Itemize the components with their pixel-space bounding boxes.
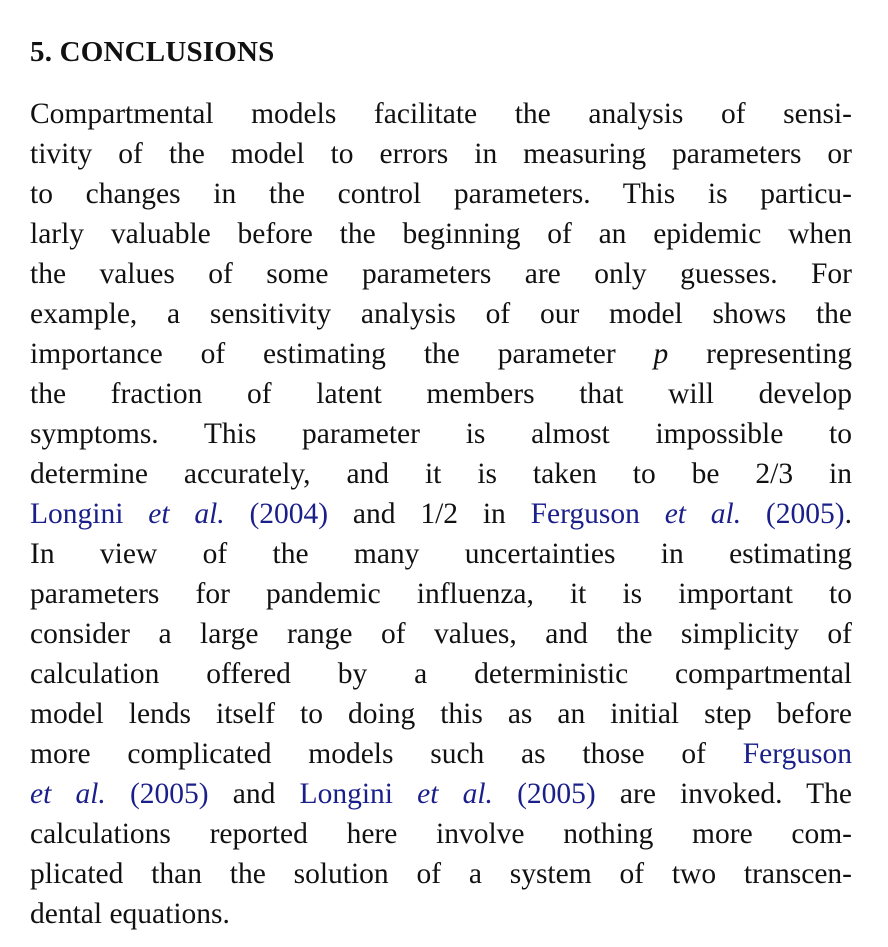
citation-link[interactable]: Longini <box>30 498 149 530</box>
text-run: calculation offered by a deterministic c… <box>30 658 852 690</box>
text-run: dental equations. <box>30 898 230 930</box>
text-run: plicated than the solution of a system o… <box>30 858 852 890</box>
paragraph-line: symptoms. This parameter is almost impos… <box>30 414 852 454</box>
text-run: calculations reported here involve nothi… <box>30 818 852 850</box>
text-run: the values of some parameters are only g… <box>30 258 852 290</box>
text-run: p <box>653 338 669 370</box>
paragraph-line: model lends itself to doing this as an i… <box>30 694 852 734</box>
text-run: larly valuable before the beginning of a… <box>30 218 852 250</box>
paragraph-line: the values of some parameters are only g… <box>30 254 852 294</box>
section-heading: 5. CONCLUSIONS <box>30 36 275 68</box>
paragraph-line: dental equations. <box>30 894 852 934</box>
text-run: . <box>844 498 852 530</box>
paragraph-line: consider a large range of values, and th… <box>30 614 852 654</box>
citation-link[interactable]: et al. <box>148 498 225 530</box>
paragraph-line: Longini et al. (2004) and 1/2 in Ferguso… <box>30 494 852 534</box>
text-run: and 1/2 in <box>328 498 531 530</box>
citation-link[interactable]: Ferguson <box>530 498 665 530</box>
paragraph-line: example, a sensitivity analysis of our m… <box>30 294 852 334</box>
text-run: determine accurately, and it is taken to… <box>30 458 852 490</box>
text-run: parameters for pandemic influenza, it is… <box>30 578 852 610</box>
citation-link[interactable]: (2005) <box>105 778 209 810</box>
text-run: the fraction of latent members that will… <box>30 378 852 410</box>
paragraph-line: the fraction of latent members that will… <box>30 374 852 414</box>
text-run: In view of the many uncertainties in est… <box>30 538 852 570</box>
citation-link[interactable]: et al. <box>664 498 742 530</box>
paragraph-line: et al. (2005) and Longini et al. (2005) … <box>30 774 852 814</box>
paragraph-line: larly valuable before the beginning of a… <box>30 214 852 254</box>
conclusions-paragraph: Compartmental models facilitate the anal… <box>30 94 852 934</box>
citation-link[interactable]: (2005) <box>741 498 845 530</box>
text-run: consider a large range of values, and th… <box>30 618 852 650</box>
paragraph-line: parameters for pandemic influenza, it is… <box>30 574 852 614</box>
text-run: importance of estimating the parameter <box>30 338 654 370</box>
text-run: to changes in the control parameters. Th… <box>30 178 852 210</box>
citation-link[interactable]: Longini <box>299 778 418 810</box>
citation-link[interactable]: (2004) <box>224 498 329 530</box>
paragraph-line: plicated than the solution of a system o… <box>30 854 852 894</box>
text-run: model lends itself to doing this as an i… <box>30 698 852 730</box>
paragraph-line: tivity of the model to errors in measuri… <box>30 134 852 174</box>
text-run: symptoms. This parameter is almost impos… <box>30 418 852 450</box>
paragraph-line: Compartmental models facilitate the anal… <box>30 94 852 134</box>
citation-link[interactable]: (2005) <box>492 778 596 810</box>
paragraph-line: In view of the many uncertainties in est… <box>30 534 852 574</box>
paragraph-line: calculations reported here involve nothi… <box>30 814 852 854</box>
paragraph-line: importance of estimating the parameter p… <box>30 334 852 374</box>
paper-page: 5. CONCLUSIONS Compartmental models faci… <box>30 28 852 934</box>
paragraph-line: calculation offered by a deterministic c… <box>30 654 852 694</box>
text-run: are invoked. The <box>595 778 852 810</box>
text-run: example, a sensitivity analysis of our m… <box>30 298 852 330</box>
text-run: representing <box>668 338 852 370</box>
citation-link[interactable]: et al. <box>30 778 106 810</box>
text-run: and <box>208 778 300 810</box>
citation-link[interactable]: Ferguson <box>742 738 852 770</box>
paragraph-line: determine accurately, and it is taken to… <box>30 454 852 494</box>
citation-link[interactable]: et al. <box>417 778 493 810</box>
paragraph-line: more complicated models such as those of… <box>30 734 852 774</box>
text-run: more complicated models such as those of <box>30 738 743 770</box>
text-run: tivity of the model to errors in measuri… <box>30 138 852 170</box>
paragraph-line: to changes in the control parameters. Th… <box>30 174 852 214</box>
text-run: Compartmental models facilitate the anal… <box>30 98 852 130</box>
